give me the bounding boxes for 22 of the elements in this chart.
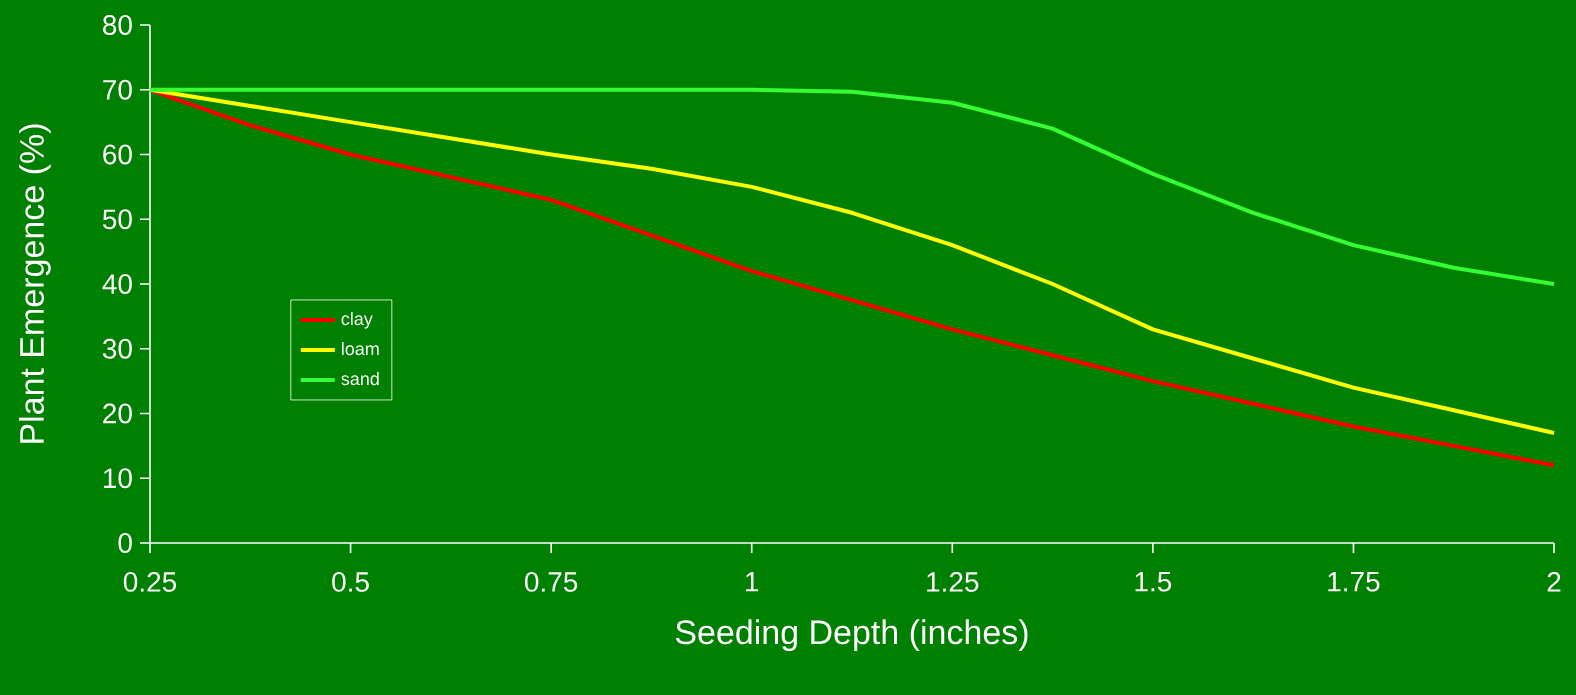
x-tick-label: 1.75 — [1328, 572, 1380, 592]
y-tick-label: 0 — [118, 533, 132, 553]
y-tick-label: 70 — [103, 79, 132, 100]
x-axis-title: Seeding Depth (inches) — [675, 619, 1028, 652]
x-tick-label: 1.5 — [1135, 572, 1172, 592]
y-tick-label: 30 — [102, 338, 132, 359]
y-tick-label: 50 — [102, 209, 132, 230]
x-tick-label: 2 — [1547, 572, 1561, 592]
y-tick-label: 20 — [103, 403, 132, 424]
x-tick-label: 0.75 — [524, 572, 578, 592]
x-tick-label: 1.25 — [927, 572, 979, 592]
legend-label: clay — [341, 311, 373, 329]
y-tick-label: 40 — [102, 274, 132, 294]
x-tick-label: 0.5 — [332, 572, 369, 592]
legend-label: loam — [342, 341, 379, 356]
x-tick-label: 1 — [746, 572, 759, 592]
x-tick-label: 0.25 — [123, 572, 177, 592]
y-tick-label: 80 — [103, 15, 132, 35]
y-tick-label: 60 — [103, 144, 132, 165]
y-tick-label: 10 — [103, 468, 132, 489]
y-axis-title: Plant Emergence (%) — [19, 124, 51, 443]
legend-label: sand — [341, 371, 379, 386]
